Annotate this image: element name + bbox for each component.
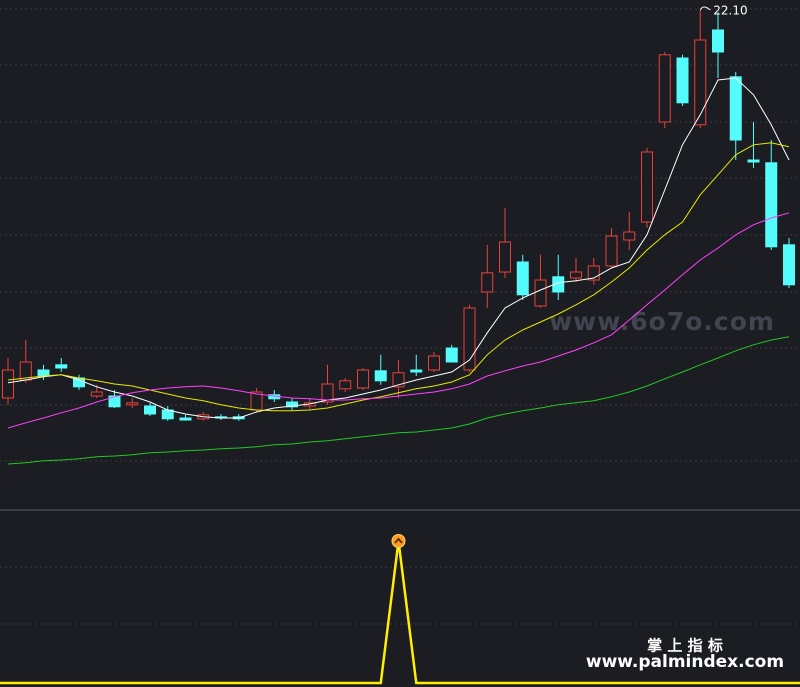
- signal-marker-arrow: [394, 537, 403, 544]
- candle-body: [445, 347, 458, 363]
- candle-body: [729, 76, 742, 141]
- candle-body: [587, 265, 600, 281]
- plot: 22.10: [0, 4, 800, 685]
- candle-body: [286, 401, 298, 408]
- candle-body: [641, 151, 653, 223]
- ma-line: [7, 77, 790, 419]
- candle-body: [144, 405, 156, 415]
- candle-body: [623, 231, 636, 241]
- candle-body: [463, 307, 476, 371]
- candle-body: [374, 370, 387, 382]
- candle-body: [676, 57, 689, 104]
- candle-body: [499, 241, 511, 273]
- ma-line: [7, 142, 790, 412]
- candle-body: [2, 369, 14, 399]
- candle-body: [108, 395, 121, 408]
- candle-body: [534, 279, 547, 307]
- candle-body: [37, 369, 50, 377]
- candle-body: [605, 235, 618, 267]
- candle-body: [694, 39, 707, 126]
- max-pointer: [699, 6, 711, 11]
- candle-body: [428, 355, 440, 371]
- candle-body: [339, 380, 352, 390]
- candle-body: [357, 369, 369, 389]
- candle-body: [765, 162, 778, 248]
- candle-body: [570, 271, 582, 279]
- footer-url: www.palmindex.com: [586, 652, 784, 672]
- ma-line: [7, 212, 790, 429]
- footer-box: [578, 635, 792, 677]
- candle-body: [658, 54, 671, 123]
- candle-body: [481, 272, 494, 293]
- candle-body: [321, 383, 334, 403]
- candle-body: [410, 369, 423, 373]
- candle-body: [126, 402, 139, 406]
- candle-body: [392, 372, 405, 388]
- candle-body: [90, 391, 103, 397]
- footer-title: 掌 上 指 标: [647, 637, 723, 655]
- max-label: 22.10: [713, 4, 747, 18]
- candle-body: [179, 417, 192, 421]
- signal-marker: [391, 534, 406, 548]
- candle-body: [516, 261, 529, 296]
- watermark: www.6o7o.com: [549, 307, 775, 336]
- ma-line: [7, 336, 790, 465]
- candle-body: [783, 244, 795, 286]
- candle-body: [552, 276, 565, 293]
- candle-body: [747, 159, 760, 163]
- candle-body: [55, 364, 68, 369]
- candle-body: [712, 29, 724, 53]
